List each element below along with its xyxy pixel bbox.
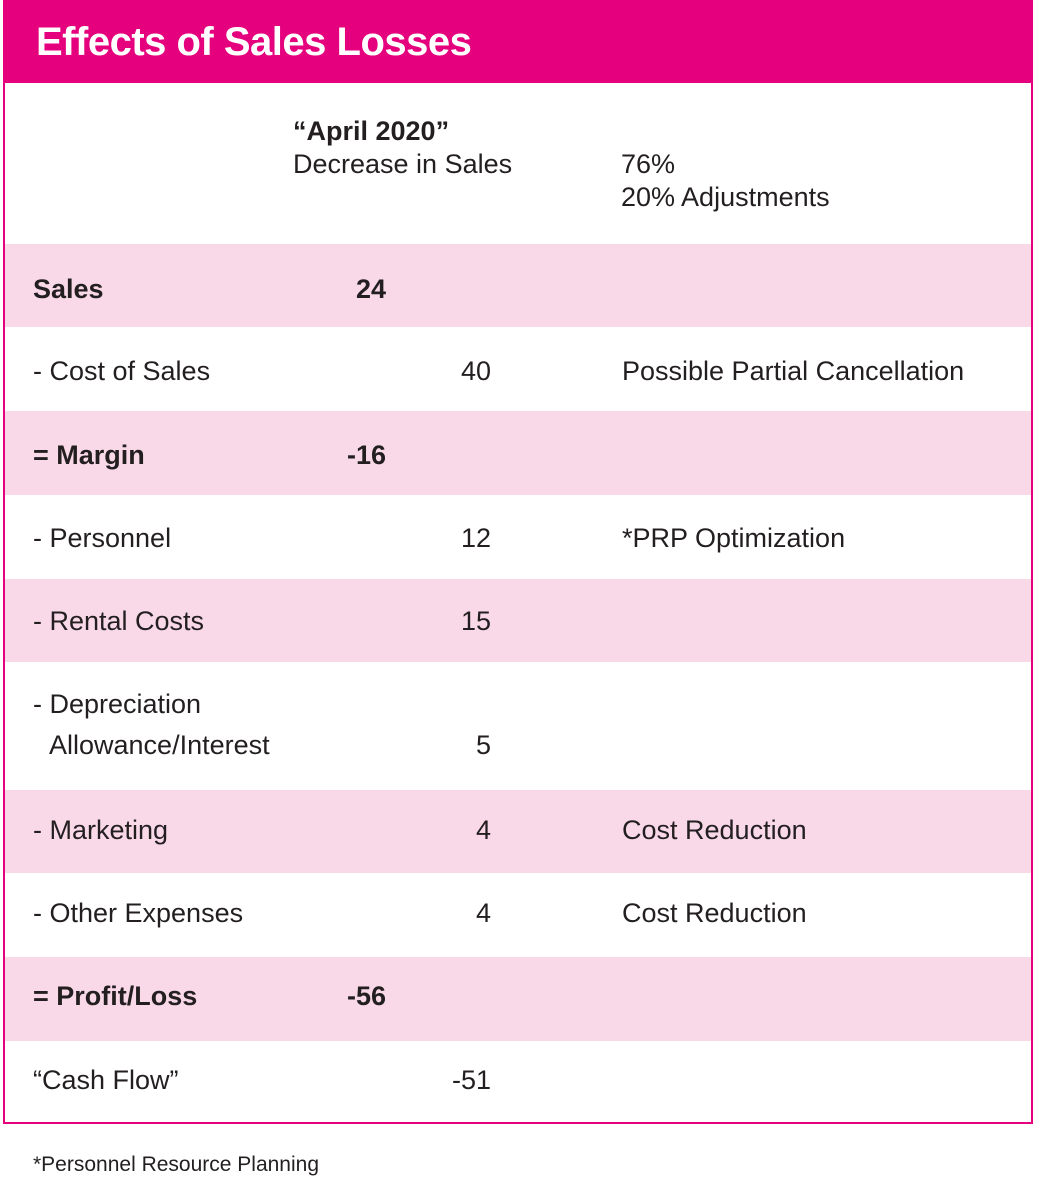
row-label-continued: Allowance/Interest [49, 730, 270, 760]
row-label: - Depreciation [33, 689, 202, 719]
table-frame [3, 0, 1033, 1124]
row-note: Possible Partial Cancellation [622, 356, 965, 386]
table-row: - Cost of Sales 40 Possible Partial Canc… [5, 327, 1031, 411]
footnote: *Personnel Resource Planning [33, 1153, 320, 1176]
table-row: - Marketing 4 Cost Reduction [5, 790, 1031, 873]
row-note: Cost Reduction [622, 815, 807, 845]
table-row: - Rental Costs 15 [5, 579, 1031, 662]
row-value: 4 [475, 898, 491, 928]
row-label: - Rental Costs [33, 606, 205, 636]
page-title: Effects of Sales Losses [36, 20, 472, 64]
period-label: “April 2020” [293, 116, 450, 146]
row-value: 40 [460, 356, 491, 386]
row-value: 4 [475, 815, 491, 845]
table-row: = Profit/Loss -56 [5, 957, 1031, 1041]
row-value: -16 [346, 440, 386, 470]
row-note: *PRP Optimization [622, 523, 846, 553]
row-value: 12 [460, 523, 491, 553]
percent-label: 76% [621, 149, 676, 179]
row-label: - Cost of Sales [33, 356, 211, 386]
title-bar: Effects of Sales Losses [3, 0, 1033, 83]
table-row: “Cash Flow” -51 [5, 1041, 1031, 1122]
row-label: - Personnel [33, 523, 172, 553]
row-label: = Profit/Loss [33, 981, 198, 1011]
table-row: = Margin -16 [5, 411, 1031, 495]
row-label: Sales [33, 274, 104, 304]
row-label: - Marketing [33, 815, 169, 845]
decrease-label: Decrease in Sales [293, 149, 513, 179]
row-value: -51 [451, 1065, 491, 1095]
row-value: 15 [460, 606, 491, 636]
row-value: 24 [355, 274, 386, 304]
table-row: - Personnel 12 *PRP Optimization [5, 495, 1031, 579]
table-row: - Other Expenses 4 Cost Reduction [5, 873, 1031, 957]
adjustments-label: 20% Adjustments [621, 182, 830, 212]
table-row: - Depreciation Allowance/Interest 5 [5, 662, 1031, 790]
row-value: 5 [475, 730, 491, 760]
row-label: - Other Expenses [33, 898, 244, 928]
row-label: “Cash Flow” [33, 1065, 179, 1095]
row-label: = Margin [33, 440, 145, 470]
row-note: Cost Reduction [622, 898, 807, 928]
row-value: -56 [346, 981, 386, 1011]
table-row: Sales 24 [5, 244, 1031, 327]
